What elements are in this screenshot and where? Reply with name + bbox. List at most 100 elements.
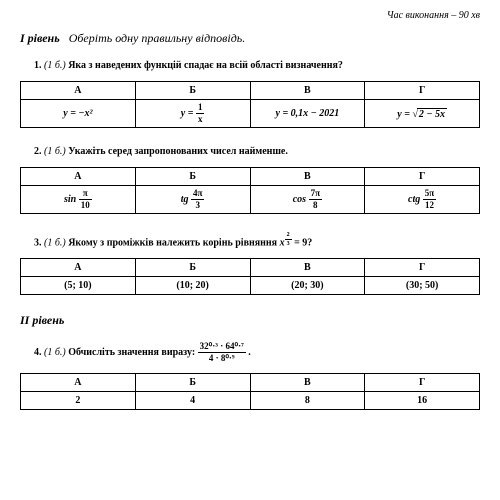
table-row: sin π10 tg 4π3 cos 7π8 ctg 5π12 [21, 186, 480, 214]
q3-prompt-pre: Якому з проміжків належить корінь рівнян… [68, 237, 279, 248]
q1-a-expr: y = −x² [63, 108, 92, 119]
col-a: А [21, 82, 136, 100]
frac: π10 [79, 189, 92, 210]
q4-num: 4. [34, 347, 42, 358]
q1-opt-a: y = −x² [21, 100, 136, 128]
table-header-row: А Б В Г [21, 374, 480, 392]
q1-opt-d: y = √2 − 5x [365, 100, 480, 128]
q4-table: А Б В Г 2 4 8 16 [20, 373, 480, 410]
frac-num: 4π [191, 189, 204, 200]
q4-opt-d: 16 [365, 392, 480, 410]
q1-b-pre: y = [181, 108, 196, 119]
table-row: 2 4 8 16 [21, 392, 480, 410]
fn: sin [64, 194, 76, 205]
question-3: 3. (1 б.) Якому з проміжків належить кор… [20, 232, 480, 295]
col-c: В [250, 259, 365, 277]
q2-text: 2. (1 б.) Укажіть серед запропонованих ч… [20, 146, 480, 157]
q3-opt-d: (30; 50) [365, 277, 480, 295]
q3-opt-b: (10; 20) [135, 277, 250, 295]
frac-num: 32⁰·³ · 64⁰·⁷ [198, 342, 246, 353]
eq-exp: 23 [285, 235, 292, 243]
frac-den: x [196, 114, 205, 124]
level1-title: I рівень [20, 31, 60, 45]
col-b: Б [135, 82, 250, 100]
q1-d-sqrt: 2 − 5x [417, 108, 447, 120]
q1-table: А Б В Г y = −x² y = 1x y = 0,1x − 2021 y… [20, 81, 480, 128]
q3-opt-c: (20; 30) [250, 277, 365, 295]
col-d: Г [365, 259, 480, 277]
frac-den: 10 [79, 200, 92, 210]
table-row: (5; 10) (10; 20) (20; 30) (30; 50) [21, 277, 480, 295]
q3-table: А Б В Г (5; 10) (10; 20) (20; 30) (30; 5… [20, 258, 480, 295]
q4-text: 4. (1 б.) Обчисліть значення виразу: 32⁰… [20, 342, 480, 363]
table-header-row: А Б В Г [21, 168, 480, 186]
frac-den: 12 [423, 200, 436, 210]
q2-opt-c: cos 7π8 [250, 186, 365, 214]
q4-prompt-pre: Обчисліть значення виразу: [68, 347, 197, 358]
col-d: Г [365, 168, 480, 186]
frac-num: π [79, 189, 92, 200]
q3-text: 3. (1 б.) Якому з проміжків належить кор… [20, 232, 480, 248]
q1-opt-b: y = 1x [135, 100, 250, 128]
table-header-row: А Б В Г [21, 259, 480, 277]
question-1: 1. (1 б.) Яка з наведених функцій спадає… [20, 60, 480, 128]
col-a: А [21, 259, 136, 277]
frac: 7π8 [309, 189, 322, 210]
col-b: Б [135, 168, 250, 186]
q1-prompt: Яка з наведених функцій спадає на всій о… [68, 60, 343, 71]
q3-pts: (1 б.) [44, 237, 66, 248]
col-c: В [250, 168, 365, 186]
q2-opt-b: tg 4π3 [135, 186, 250, 214]
q1-c-expr: y = 0,1x − 2021 [276, 108, 340, 119]
fn: cos [293, 194, 306, 205]
q1-pts: (1 б.) [44, 60, 66, 71]
frac-num: 7π [309, 189, 322, 200]
q2-table: А Б В Г sin π10 tg 4π3 cos 7π8 ctg 5π12 [20, 167, 480, 214]
q2-opt-a: sin π10 [21, 186, 136, 214]
col-b: Б [135, 259, 250, 277]
q1-text: 1. (1 б.) Яка з наведених функцій спадає… [20, 60, 480, 71]
q4-frac: 32⁰·³ · 64⁰·⁷4 · 8⁰·⁹ [198, 342, 246, 363]
q2-prompt: Укажіть серед запропонованих чисел найме… [68, 146, 288, 157]
exp-frac: 23 [285, 232, 292, 247]
q2-num: 2. [34, 146, 42, 157]
q1-d-pre: y = √ [397, 109, 418, 120]
frac-num: 1 [196, 103, 205, 114]
table-row: y = −x² y = 1x y = 0,1x − 2021 y = √2 − … [21, 100, 480, 128]
frac-den: 3 [191, 200, 204, 210]
col-b: Б [135, 374, 250, 392]
col-d: Г [365, 82, 480, 100]
eq-rhs: = 9? [292, 237, 313, 248]
col-c: В [250, 82, 365, 100]
frac: 4π3 [191, 189, 204, 210]
q4-opt-b: 4 [135, 392, 250, 410]
frac-den: 3 [285, 240, 292, 247]
fn: ctg [408, 194, 420, 205]
q1-num: 1. [34, 60, 42, 71]
col-a: А [21, 168, 136, 186]
level2-header: II рівень [20, 313, 480, 328]
question-2: 2. (1 б.) Укажіть серед запропонованих ч… [20, 146, 480, 214]
frac-num: 2 [285, 232, 292, 240]
col-d: Г [365, 374, 480, 392]
q1-b-frac: 1x [196, 103, 205, 124]
q4-opt-a: 2 [21, 392, 136, 410]
question-4: 4. (1 б.) Обчисліть значення виразу: 32⁰… [20, 342, 480, 410]
col-a: А [21, 374, 136, 392]
table-header-row: А Б В Г [21, 82, 480, 100]
q3-num: 3. [34, 237, 42, 248]
q4-pts: (1 б.) [44, 347, 66, 358]
fn: tg [181, 194, 189, 205]
frac-den: 8 [309, 200, 322, 210]
q4-opt-c: 8 [250, 392, 365, 410]
q2-pts: (1 б.) [44, 146, 66, 157]
col-c: В [250, 374, 365, 392]
frac: 5π12 [423, 189, 436, 210]
frac-num: 5π [423, 189, 436, 200]
q1-opt-c: y = 0,1x − 2021 [250, 100, 365, 128]
level1-instruction: Оберіть одну правильну відповідь. [69, 31, 246, 45]
q4-prompt-post: . [246, 347, 251, 358]
time-limit: Час виконання – 90 хв [20, 10, 480, 21]
q2-opt-d: ctg 5π12 [365, 186, 480, 214]
level2-title: II рівень [20, 313, 64, 327]
